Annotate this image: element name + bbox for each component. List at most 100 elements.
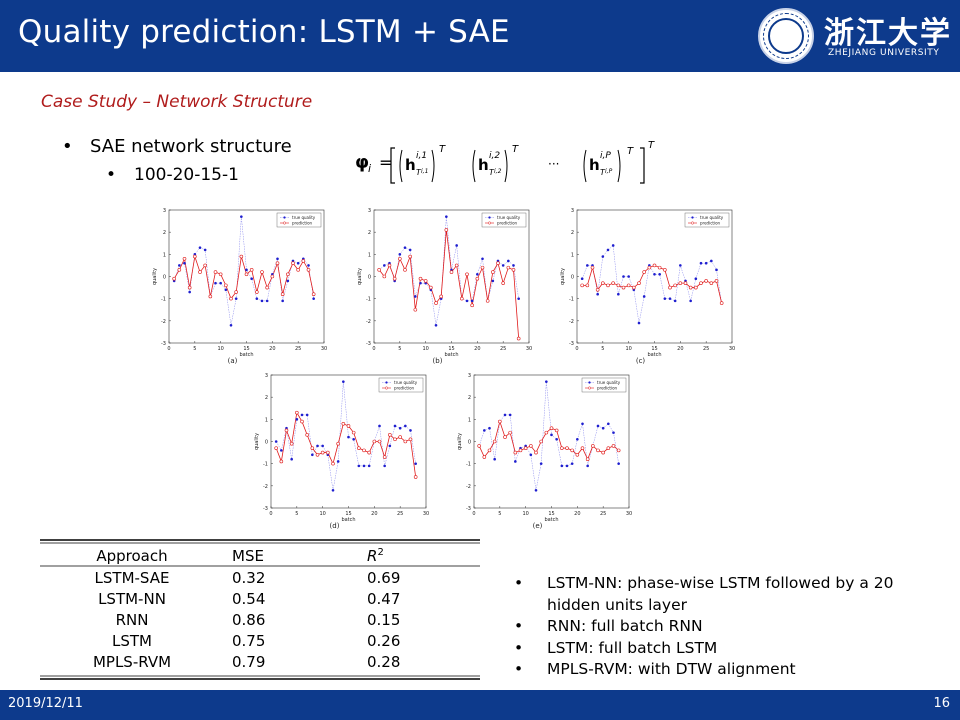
svg-text:i,2: i,2 xyxy=(494,168,502,175)
y-tick-label: -2 xyxy=(466,484,471,490)
true-quality-point xyxy=(545,380,548,383)
true-quality-point xyxy=(465,299,469,303)
true-quality-point xyxy=(668,297,672,300)
bullet-sub: • 100-20-15-1 xyxy=(106,165,239,185)
true-quality-point xyxy=(398,253,402,256)
prediction-point xyxy=(198,270,202,274)
x-axis-label: batch xyxy=(647,352,661,358)
prediction-point xyxy=(460,296,464,301)
true-quality-point xyxy=(507,259,510,263)
true-quality-point xyxy=(188,290,191,294)
y-tick-label: 1 xyxy=(368,252,371,258)
y-tick-label: -3 xyxy=(466,506,471,512)
x-tick-label: 20 xyxy=(371,511,377,517)
true-quality-point xyxy=(476,272,479,276)
table-cell: LSTM-NN xyxy=(98,590,166,608)
true-quality-point xyxy=(342,380,345,383)
y-tick-label: -1 xyxy=(263,462,268,468)
svg-text:=: = xyxy=(379,153,392,172)
x-tick-label: 25 xyxy=(703,346,709,352)
prediction-point xyxy=(611,444,616,448)
svg-text:i,2: i,2 xyxy=(489,151,500,161)
true-quality-point xyxy=(580,277,584,281)
prediction-point xyxy=(300,419,304,424)
prediction-point xyxy=(239,254,244,259)
true-quality-point xyxy=(679,264,682,267)
y-tick-label: -2 xyxy=(366,319,371,325)
prediction-point xyxy=(413,307,418,312)
prediction-point xyxy=(544,430,549,435)
true-quality-point xyxy=(488,426,491,430)
prediction-point xyxy=(280,292,285,297)
true-quality-point xyxy=(265,299,269,303)
prediction-point xyxy=(213,270,218,274)
true-quality-point xyxy=(295,418,299,421)
y-axis-label: quality xyxy=(254,433,260,450)
prediction-point xyxy=(663,268,667,272)
prediction-point xyxy=(336,441,340,446)
footer-date: 2019/12/11 xyxy=(8,696,83,711)
y-tick-label: 2 xyxy=(571,230,574,236)
table-row: MPLS-RVM 0.79 0.28 xyxy=(93,653,400,671)
y-tick-label: -2 xyxy=(263,484,268,490)
prediction-point xyxy=(418,276,423,281)
prediction-point xyxy=(719,301,724,305)
note-text: LSTM: full batch LSTM xyxy=(547,638,718,657)
prediction-point xyxy=(595,288,600,292)
y-tick-label: 3 xyxy=(265,373,268,379)
prediction-point xyxy=(516,336,521,341)
x-tick-label: 5 xyxy=(601,346,604,352)
chart-caption: (d) xyxy=(330,522,340,530)
prediction-point xyxy=(621,285,626,290)
note-text: RNN: full batch RNN xyxy=(547,617,703,635)
true-quality-point xyxy=(576,437,579,441)
table-cell: 0.28 xyxy=(367,653,400,671)
prediction-point xyxy=(182,256,187,261)
y-tick-label: -3 xyxy=(569,341,574,347)
prediction-point xyxy=(398,435,402,439)
true-quality-point xyxy=(704,261,708,265)
true-quality-point xyxy=(501,264,505,267)
true-quality-point xyxy=(178,264,181,267)
x-tick-label: 0 xyxy=(472,511,475,517)
university-logo: 浙江大学 ZHEJIANG UNIVERSITY xyxy=(758,6,954,66)
true-quality-point xyxy=(673,299,677,303)
prediction-point xyxy=(351,430,356,435)
true-quality-point xyxy=(276,257,279,261)
prediction-point xyxy=(439,294,443,299)
x-tick-label: 5 xyxy=(193,346,196,352)
true-quality-point xyxy=(689,299,692,303)
eq-T2: T xyxy=(512,144,519,155)
true-quality-point xyxy=(214,281,217,285)
true-quality-point xyxy=(470,299,474,303)
true-quality-point xyxy=(183,261,186,265)
prediction-point xyxy=(388,433,392,437)
chart-caption: (c) xyxy=(636,357,646,365)
true-quality-point xyxy=(560,464,564,468)
prediction-point xyxy=(647,265,652,270)
prediction-point xyxy=(177,268,182,272)
true-quality-point xyxy=(311,453,314,457)
prediction-point xyxy=(398,256,402,261)
prediction-point xyxy=(296,268,300,272)
x-tick-label: 25 xyxy=(600,511,606,517)
x-tick-label: 5 xyxy=(295,511,298,517)
true-quality-point xyxy=(414,462,417,465)
true-quality-point xyxy=(503,413,507,417)
chart-caption: (e) xyxy=(533,522,543,530)
prediction-point xyxy=(326,450,330,455)
prediction-point xyxy=(275,261,280,266)
prediction-point xyxy=(678,281,683,285)
true-quality-point xyxy=(336,460,340,463)
y-axis-label: quality xyxy=(152,268,158,285)
prediction-point xyxy=(683,281,688,285)
prediction-point xyxy=(491,270,495,274)
y-tick-label: 3 xyxy=(368,208,371,214)
y-axis-label: quality xyxy=(560,268,566,285)
prediction-point xyxy=(539,439,543,444)
y-tick-label: 2 xyxy=(368,230,371,236)
prediction-point xyxy=(387,263,392,268)
true-quality-point xyxy=(617,292,620,296)
prediction-point xyxy=(534,450,538,455)
prediction-point xyxy=(585,457,590,462)
